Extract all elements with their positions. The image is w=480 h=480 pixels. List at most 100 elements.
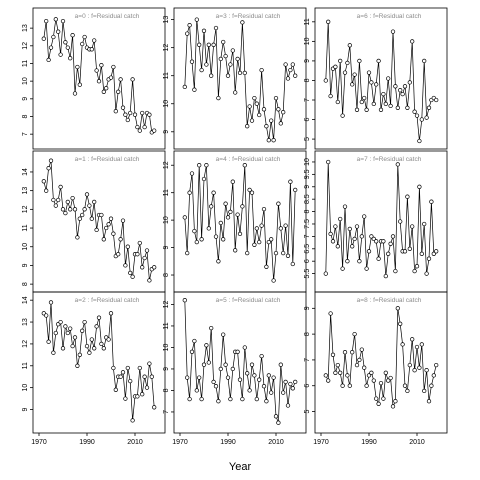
y-tick-label: 10 — [163, 216, 170, 224]
data-point — [338, 216, 343, 222]
data-point — [192, 228, 197, 234]
data-point — [393, 399, 398, 404]
panel-frame — [173, 291, 307, 434]
data-point — [108, 216, 114, 221]
y-tick-label: 5 — [304, 409, 311, 413]
data-point — [254, 226, 259, 231]
data-point — [228, 62, 233, 67]
data-point — [281, 110, 286, 115]
data-point — [58, 319, 63, 325]
data-point — [65, 199, 70, 205]
data-point — [412, 368, 417, 373]
data-point — [152, 405, 157, 410]
data-point — [273, 95, 279, 101]
data-point — [82, 34, 87, 40]
data-point — [371, 101, 376, 107]
data-point — [278, 121, 283, 126]
data-point — [245, 250, 250, 256]
panel-caption: a=5 : f=Residual catch — [216, 297, 281, 304]
panel-a4: 8 9 10 11 12 a=4 : f=Residual catch — [163, 150, 307, 293]
data-point — [407, 246, 412, 251]
x-tick-label: 1990 — [79, 439, 95, 446]
data-point — [46, 166, 51, 171]
data-point — [261, 384, 267, 389]
data-point — [402, 249, 408, 254]
data-point — [128, 270, 133, 276]
data-point — [354, 224, 360, 229]
data-point — [99, 63, 104, 68]
data-point — [113, 387, 118, 392]
data-point — [137, 128, 142, 133]
data-point — [390, 404, 396, 409]
y-tick-label: 8.5 — [304, 194, 311, 204]
data-point — [369, 370, 374, 375]
panel-caption: a=1 : f=Residual catch — [75, 156, 140, 163]
data-point — [374, 239, 379, 244]
data-point — [405, 388, 410, 394]
x-tick-label: 1990 — [361, 439, 377, 446]
panel-frame — [32, 291, 166, 434]
data-point — [369, 80, 374, 85]
data-point — [364, 107, 369, 112]
data-point — [366, 249, 372, 254]
data-point — [92, 38, 97, 43]
data-point — [216, 95, 221, 101]
data-point — [185, 250, 190, 256]
panel-frame — [173, 7, 307, 150]
y-tick-label: 6 — [304, 259, 311, 263]
data-point — [434, 97, 439, 103]
y-tick-label: 14 — [22, 296, 29, 304]
data-point — [63, 40, 68, 45]
data-point — [182, 215, 187, 220]
data-point — [429, 199, 434, 204]
data-point — [278, 362, 283, 367]
data-point — [96, 315, 102, 320]
data-point — [106, 222, 111, 227]
data-point — [189, 59, 195, 64]
x-tick-label: 2010 — [409, 439, 425, 446]
data-point — [223, 362, 228, 367]
data-point — [140, 392, 145, 397]
data-point — [41, 179, 46, 184]
data-point — [137, 240, 142, 246]
data-point — [130, 418, 135, 423]
data-point — [426, 256, 432, 261]
panel-caption: a=6 : f=Residual catch — [357, 13, 422, 20]
data-point — [72, 91, 78, 96]
data-point — [48, 158, 54, 163]
data-point — [407, 362, 412, 368]
y-tick-label: 14 — [22, 168, 29, 176]
data-point — [235, 212, 240, 217]
data-point — [116, 252, 121, 257]
y-tick-label: 13 — [22, 318, 29, 326]
series-line — [43, 19, 155, 134]
data-point — [89, 337, 94, 342]
data-point — [225, 73, 231, 78]
data-point — [65, 45, 70, 50]
data-point — [206, 42, 211, 47]
panel-a6: 5 6 7 8 9 10 11 a=6 : f=Residual catch — [304, 7, 448, 150]
data-point — [283, 379, 288, 385]
data-point — [96, 79, 102, 84]
data-point — [228, 209, 233, 215]
data-point — [366, 70, 372, 75]
data-point — [357, 357, 362, 363]
data-point — [80, 328, 85, 333]
data-point — [87, 350, 92, 355]
data-point — [359, 347, 364, 352]
y-tick-label: 10 — [304, 37, 311, 45]
data-point — [142, 255, 147, 261]
data-point — [192, 87, 197, 92]
data-point — [288, 179, 293, 184]
data-point — [130, 77, 135, 82]
data-point — [364, 266, 369, 271]
data-point — [402, 383, 408, 388]
data-point — [323, 78, 328, 83]
data-point — [293, 379, 298, 385]
data-point — [206, 360, 211, 365]
y-tick-label: 8 — [304, 332, 311, 336]
y-tick-label: 12 — [22, 205, 29, 213]
y-tick-label: 9 — [22, 263, 29, 267]
data-point — [386, 378, 391, 383]
data-point — [221, 237, 226, 242]
